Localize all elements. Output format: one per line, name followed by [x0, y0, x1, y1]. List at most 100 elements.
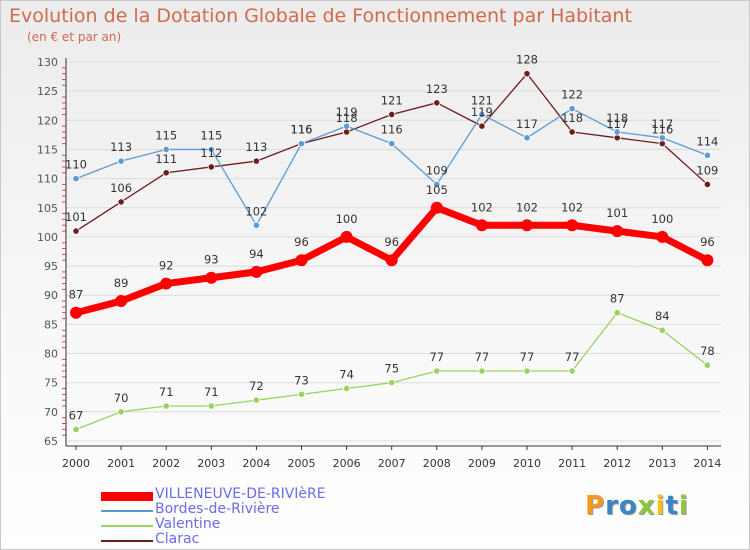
proxiti-logo: Proxiti	[585, 491, 689, 521]
data-label: 121	[381, 93, 403, 107]
data-label: 71	[159, 385, 174, 399]
data-label: 72	[249, 379, 264, 393]
legend-label: VILLENEUVE-DE-RIVIèRE	[155, 486, 326, 502]
y-tick-label: 80	[44, 348, 58, 361]
data-label: 117	[516, 117, 538, 131]
data-label: 113	[245, 140, 267, 154]
data-label: 77	[565, 350, 580, 364]
data-label: 102	[561, 200, 583, 214]
data-point	[342, 122, 351, 130]
y-tick-label: 75	[44, 377, 58, 390]
x-tick-label: 2007	[378, 457, 406, 470]
y-tick-label: 105	[37, 202, 58, 215]
x-tick-label: 2011	[558, 457, 586, 470]
legend-swatch	[101, 510, 153, 512]
data-point	[160, 277, 173, 290]
data-point	[658, 134, 666, 142]
data-label: 93	[204, 253, 219, 267]
data-point	[475, 219, 488, 232]
data-label: 109	[696, 163, 718, 177]
data-point	[297, 390, 306, 398]
data-label: 116	[651, 123, 673, 137]
data-point	[433, 180, 441, 189]
data-label: 87	[610, 292, 625, 306]
x-tick-label: 2014	[693, 457, 721, 470]
data-point	[207, 145, 215, 154]
legend-swatch	[101, 540, 153, 542]
data-label: 121	[471, 93, 493, 107]
data-label: 118	[561, 111, 583, 125]
data-label: 116	[381, 123, 403, 137]
legend-label: Valentine	[155, 516, 221, 532]
data-point	[70, 306, 82, 319]
data-label: 96	[700, 235, 715, 249]
data-point	[117, 408, 125, 416]
data-labels: 67 70 71 71 72 73 74 75 77 77 77 77 87 84 78 101 106 111 1…	[65, 53, 718, 423]
data-point	[117, 157, 125, 165]
x-tick-label: 2006	[333, 457, 361, 470]
x-tick-label: 2010	[513, 457, 541, 470]
data-label: 118	[606, 111, 628, 125]
data-label: 102	[471, 200, 493, 214]
data-point	[613, 128, 621, 136]
data-point	[478, 110, 486, 119]
data-point	[72, 425, 80, 433]
y-tick-label: 115	[37, 143, 58, 156]
data-point	[297, 140, 306, 148]
data-label: 77	[520, 350, 535, 364]
x-tick-label: 2003	[197, 457, 225, 470]
y-tick-label: 125	[37, 85, 58, 98]
data-point	[523, 367, 531, 375]
data-point	[342, 384, 351, 393]
data-label: 100	[336, 212, 358, 226]
data-label: 89	[114, 276, 129, 290]
legend-swatch	[101, 525, 153, 527]
x-tick-label: 2004	[242, 457, 270, 470]
data-label: 113	[110, 140, 132, 154]
series-lines	[70, 70, 714, 433]
data-point	[658, 326, 666, 334]
x-tick-label: 2002	[152, 457, 180, 470]
data-label: 114	[696, 134, 718, 148]
data-point	[117, 198, 125, 206]
data-point	[433, 99, 441, 107]
data-label: 77	[429, 350, 444, 364]
data-label: 101	[606, 206, 628, 220]
data-point	[568, 128, 576, 136]
data-point	[340, 230, 353, 243]
legend-label: Bordes-de-Rivière	[155, 501, 280, 517]
data-point	[162, 145, 170, 154]
x-tick-label: 2008	[423, 457, 451, 470]
data-label: 128	[516, 53, 538, 67]
data-point	[252, 221, 260, 229]
y-tick-label: 100	[37, 231, 58, 244]
data-point	[613, 309, 621, 317]
x-tick-label: 2000	[62, 457, 90, 470]
data-point	[388, 140, 396, 148]
data-label: 109	[426, 163, 448, 177]
y-tick-label: 130	[37, 56, 58, 69]
data-label: 84	[655, 309, 670, 323]
data-label: 122	[561, 88, 583, 102]
data-point	[252, 396, 260, 404]
data-label: 67	[69, 408, 84, 422]
y-tick-label: 85	[44, 318, 58, 331]
data-label: 100	[651, 212, 673, 226]
data-label: 117	[651, 117, 673, 131]
data-point	[568, 105, 576, 113]
y-tick-label: 65	[44, 435, 58, 448]
data-point	[162, 402, 170, 410]
data-point	[523, 134, 531, 142]
x-tick-label: 2009	[468, 457, 496, 470]
data-label: 102	[245, 204, 267, 218]
data-label: 87	[69, 288, 84, 302]
data-label: 71	[204, 385, 219, 399]
data-point	[611, 225, 624, 238]
data-point	[250, 265, 263, 278]
data-label: 96	[384, 235, 399, 249]
data-point	[566, 219, 579, 232]
data-point	[703, 180, 712, 189]
chart-title: Evolution de la Dotation Globale de Fonc…	[9, 5, 632, 27]
data-label: 111	[155, 152, 177, 166]
